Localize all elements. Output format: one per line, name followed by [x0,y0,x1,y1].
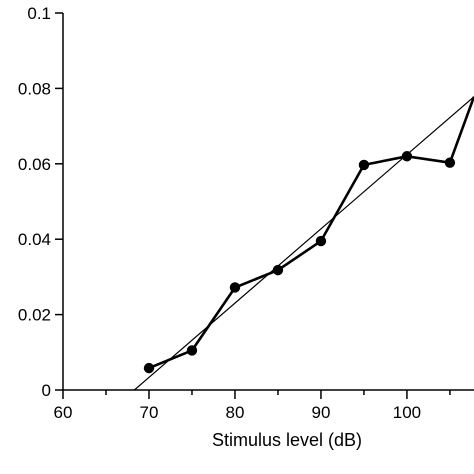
y-tick-label: 0.04 [18,230,51,249]
y-tick-label: 0 [42,381,51,400]
data-markers-group [143,151,456,374]
data-series-group [148,96,474,370]
y-tick-label: 0.1 [27,4,51,23]
data-point [186,345,198,356]
y-ticks: 0 0.02 0.04 0.06 0.08 0.1 [18,4,63,400]
y-tick-label: 0.06 [18,155,51,174]
data-point [229,282,241,293]
data-point [143,362,155,374]
x-tick-label: 70 [140,403,159,422]
data-point [272,264,284,276]
x-tick-label: 90 [311,403,330,422]
x-tick-label: 80 [226,403,245,422]
axes [62,13,474,391]
y-tick-label: 0.02 [18,306,51,325]
data-point [401,151,413,162]
data-point [444,157,456,168]
y-tick-label: 0.08 [18,79,51,98]
series-line [148,96,474,370]
x-axis-title: Stimulus level (dB) [212,430,362,450]
fit-line [133,96,474,391]
x-tick-label: 100 [393,403,421,422]
x-tick-label: 60 [54,403,73,422]
data-point [358,159,370,171]
data-point [315,235,327,247]
fit-line-group [133,96,474,391]
x-ticks: 60 70 80 90 100 [54,390,451,422]
